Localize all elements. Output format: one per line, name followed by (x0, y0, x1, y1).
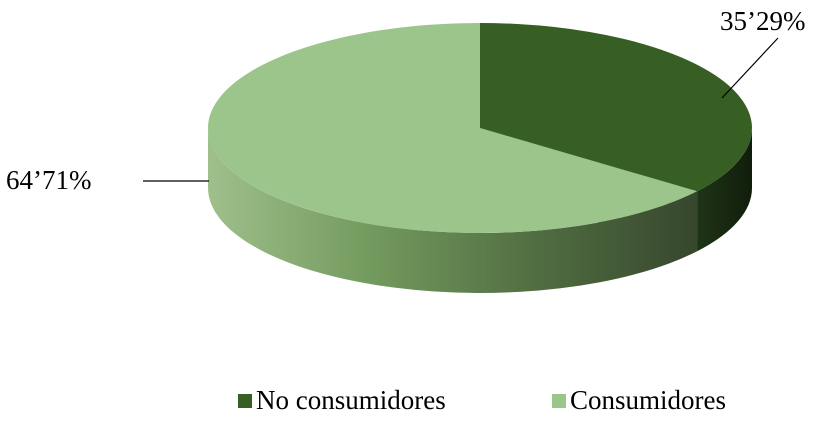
pie-slice-no-consumidores (480, 23, 752, 192)
legend-label-no-consumidores: No consumidores (256, 385, 446, 415)
data-labels: 35’29% 64’71% (6, 6, 805, 195)
data-label-consumidores: 64’71% (6, 165, 91, 195)
data-label-no-consumidores: 35’29% (720, 6, 805, 36)
pie-side-consumidores (208, 128, 698, 293)
legend-label-consumidores: Consumidores (570, 385, 726, 415)
pie-slice-consumidores (207, 22, 698, 234)
legend-swatch-no-consumidores (238, 394, 252, 408)
pie-side-no-consumidores (697, 128, 752, 252)
pie-tops (207, 22, 752, 234)
leader-line-no-consumidores (721, 37, 779, 99)
legend: No consumidores Consumidores (238, 385, 726, 415)
legend-swatch-consumidores (552, 394, 566, 408)
